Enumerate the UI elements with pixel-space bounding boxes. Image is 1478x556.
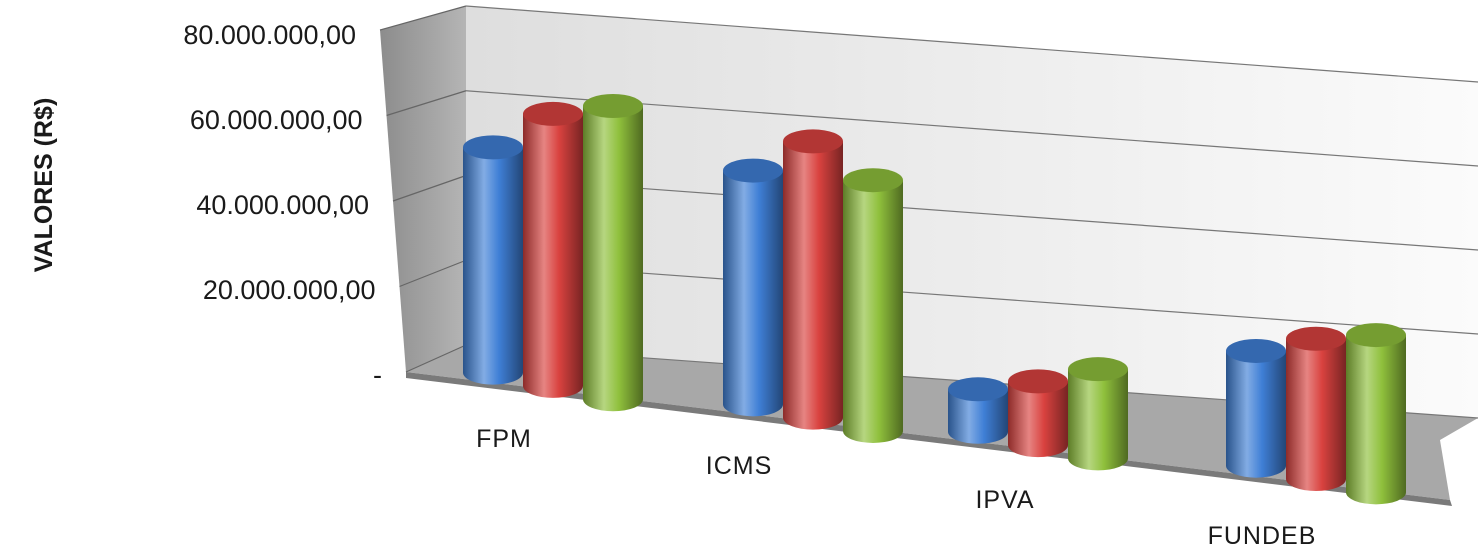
floor-edge bbox=[406, 372, 1452, 506]
gridline-side bbox=[392, 174, 467, 202]
bar bbox=[1008, 369, 1068, 458]
bar bbox=[783, 129, 843, 430]
bar bbox=[583, 94, 643, 412]
bar bbox=[948, 377, 1008, 444]
bar bbox=[463, 135, 523, 385]
bar bbox=[843, 168, 903, 443]
bar bbox=[723, 158, 783, 417]
y-axis-label: VALORES (R$) bbox=[30, 98, 58, 273]
bar bbox=[1226, 338, 1286, 478]
floor bbox=[406, 345, 1478, 500]
side-wall bbox=[380, 6, 466, 372]
gridline-side bbox=[386, 90, 467, 117]
bars bbox=[463, 94, 1406, 505]
gridline-side bbox=[379, 5, 467, 31]
gridline-side bbox=[399, 259, 467, 288]
x-category-label: FUNDEB bbox=[1208, 522, 1317, 550]
bar bbox=[1068, 357, 1128, 471]
x-axis-categories: FPM ICMS IPVA FUNDEB bbox=[476, 425, 1317, 550]
y-tick-label: 40.000.000,00 bbox=[196, 190, 369, 220]
y-tick-label: 80.000.000,00 bbox=[183, 20, 356, 50]
gridline-side bbox=[405, 344, 467, 373]
y-tick-label: - bbox=[373, 360, 382, 390]
y-tick-label: 60.000.000,00 bbox=[190, 105, 363, 135]
gridline bbox=[465, 5, 1478, 83]
y-axis-ticks: - 20.000.000,00 40.000.000,00 60.000.000,00… bbox=[183, 20, 382, 390]
x-category-label: IPVA bbox=[975, 486, 1034, 514]
bar bbox=[523, 101, 583, 398]
bar bbox=[1286, 326, 1346, 492]
x-category-label: ICMS bbox=[706, 452, 773, 480]
bar bbox=[1346, 323, 1406, 505]
x-category-label: FPM bbox=[476, 425, 532, 453]
y-tick-label: 20.000.000,00 bbox=[203, 275, 376, 305]
